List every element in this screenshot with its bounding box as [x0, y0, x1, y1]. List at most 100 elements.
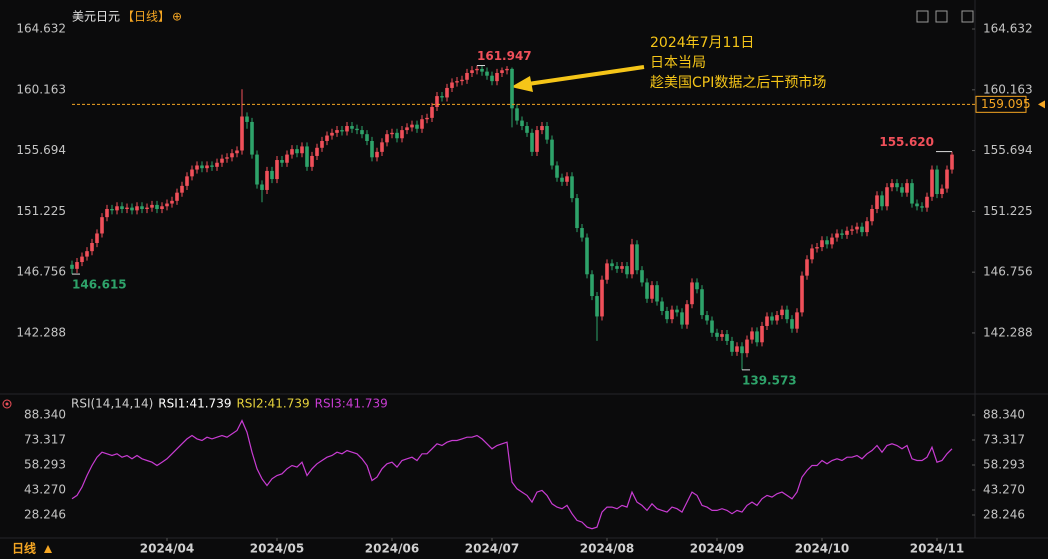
high-label: 155.620 [879, 135, 934, 149]
candle-body [650, 285, 654, 299]
candle-body [475, 68, 479, 71]
period-arrow[interactable] [44, 545, 52, 553]
candle-body [915, 203, 919, 207]
settings-icon[interactable]: ⊕ [172, 10, 182, 24]
candle-body [870, 208, 874, 222]
y-tick-label-right: 160.163 [983, 82, 1033, 96]
candle-body [225, 157, 229, 159]
candle-body [845, 230, 849, 235]
x-tick-label: 2024/09 [690, 542, 744, 556]
annotation: 2024年7月11日 日本当局 趁美国CPI数据之后干预市场 [511, 35, 826, 92]
candle-body [440, 96, 444, 98]
candle-body [810, 248, 814, 260]
candle-body [330, 132, 334, 136]
candle-body [235, 150, 239, 154]
candle-body [950, 154, 954, 170]
candle-body [215, 162, 219, 167]
candle-body [305, 146, 309, 167]
candle-body [460, 79, 464, 82]
candle-body [750, 331, 754, 340]
y-tick-label: 88.340 [24, 407, 66, 421]
candle-body [525, 126, 529, 133]
candle-body [660, 301, 664, 312]
candle-body [585, 237, 589, 275]
indicator-icon[interactable] [2, 399, 12, 409]
x-tick-label: 2024/11 [910, 542, 964, 556]
x-tick-label: 2024/10 [795, 542, 849, 556]
candle-body [150, 204, 154, 208]
chart-title: 美元日元 [72, 10, 120, 24]
period-label: 【日线】 [122, 10, 170, 24]
candle-body [310, 155, 314, 167]
y-tick-label: 146.756 [16, 265, 66, 279]
candle-body [260, 184, 264, 190]
candle-body [320, 140, 324, 148]
candle-body [500, 70, 504, 73]
candle-body [390, 132, 394, 135]
candle-body [705, 315, 709, 321]
annotation-arrowhead [511, 76, 533, 92]
candle-body [420, 119, 424, 129]
candle-body [205, 165, 209, 169]
legend-entry: RSI2:41.739 [236, 397, 309, 411]
candle-body [675, 309, 679, 313]
low-label: 146.615 [72, 278, 127, 292]
candle-body [830, 237, 834, 245]
candle-body [635, 244, 639, 271]
candle-body [685, 304, 689, 325]
x-tick-label: 2024/05 [250, 542, 304, 556]
candle-body [640, 270, 644, 283]
candle-body [355, 128, 359, 131]
candle-body [550, 139, 554, 166]
candle-body [945, 169, 949, 189]
control-icon[interactable] [916, 10, 929, 23]
candle-body [520, 120, 524, 127]
candle-body [790, 319, 794, 329]
candle-body [360, 130, 364, 135]
control-icon[interactable] [961, 10, 974, 23]
candle-body [935, 169, 939, 195]
control-icon[interactable] [935, 10, 948, 23]
candle-body [815, 247, 819, 249]
candle-body [315, 147, 319, 156]
candle-body [900, 187, 904, 193]
candle-body [625, 266, 629, 275]
candle-body [765, 316, 769, 326]
candle-body [90, 242, 94, 252]
candle-body [885, 187, 889, 207]
candle-body [95, 233, 99, 243]
candle-body [70, 264, 74, 269]
candle-body [370, 140, 374, 158]
candle-body [865, 221, 869, 233]
candle-body [570, 176, 574, 199]
indicator-icon-dot [5, 402, 9, 406]
candle-body [690, 282, 694, 305]
candle-body [115, 206, 119, 211]
candle-body [195, 165, 199, 170]
y-tick-label-right: 58.293 [983, 457, 1025, 471]
legend-entry: RSI3:41.739 [315, 397, 388, 411]
candle-body [600, 279, 604, 317]
candle-body [880, 195, 884, 207]
candle-body [645, 282, 649, 299]
candle-body [785, 309, 789, 320]
candle-body [590, 274, 594, 297]
x-tick-label: 2024/06 [365, 542, 419, 556]
candle-body [485, 71, 489, 76]
candle-body [295, 149, 299, 154]
candle-body [490, 75, 494, 82]
candle-body [450, 82, 454, 88]
candle-body [455, 81, 459, 83]
candle-body [105, 208, 109, 218]
period-button[interactable]: 日线 [12, 541, 36, 556]
candle-body [730, 340, 734, 352]
candle-body [910, 183, 914, 204]
candle-body [200, 165, 204, 169]
candle-body [725, 334, 729, 341]
candle-body [255, 154, 259, 185]
candle-body [80, 256, 84, 263]
y-tick-label: 43.270 [24, 482, 66, 496]
candle-body [380, 142, 384, 152]
candle-body [595, 296, 599, 317]
candle-body [775, 315, 779, 321]
